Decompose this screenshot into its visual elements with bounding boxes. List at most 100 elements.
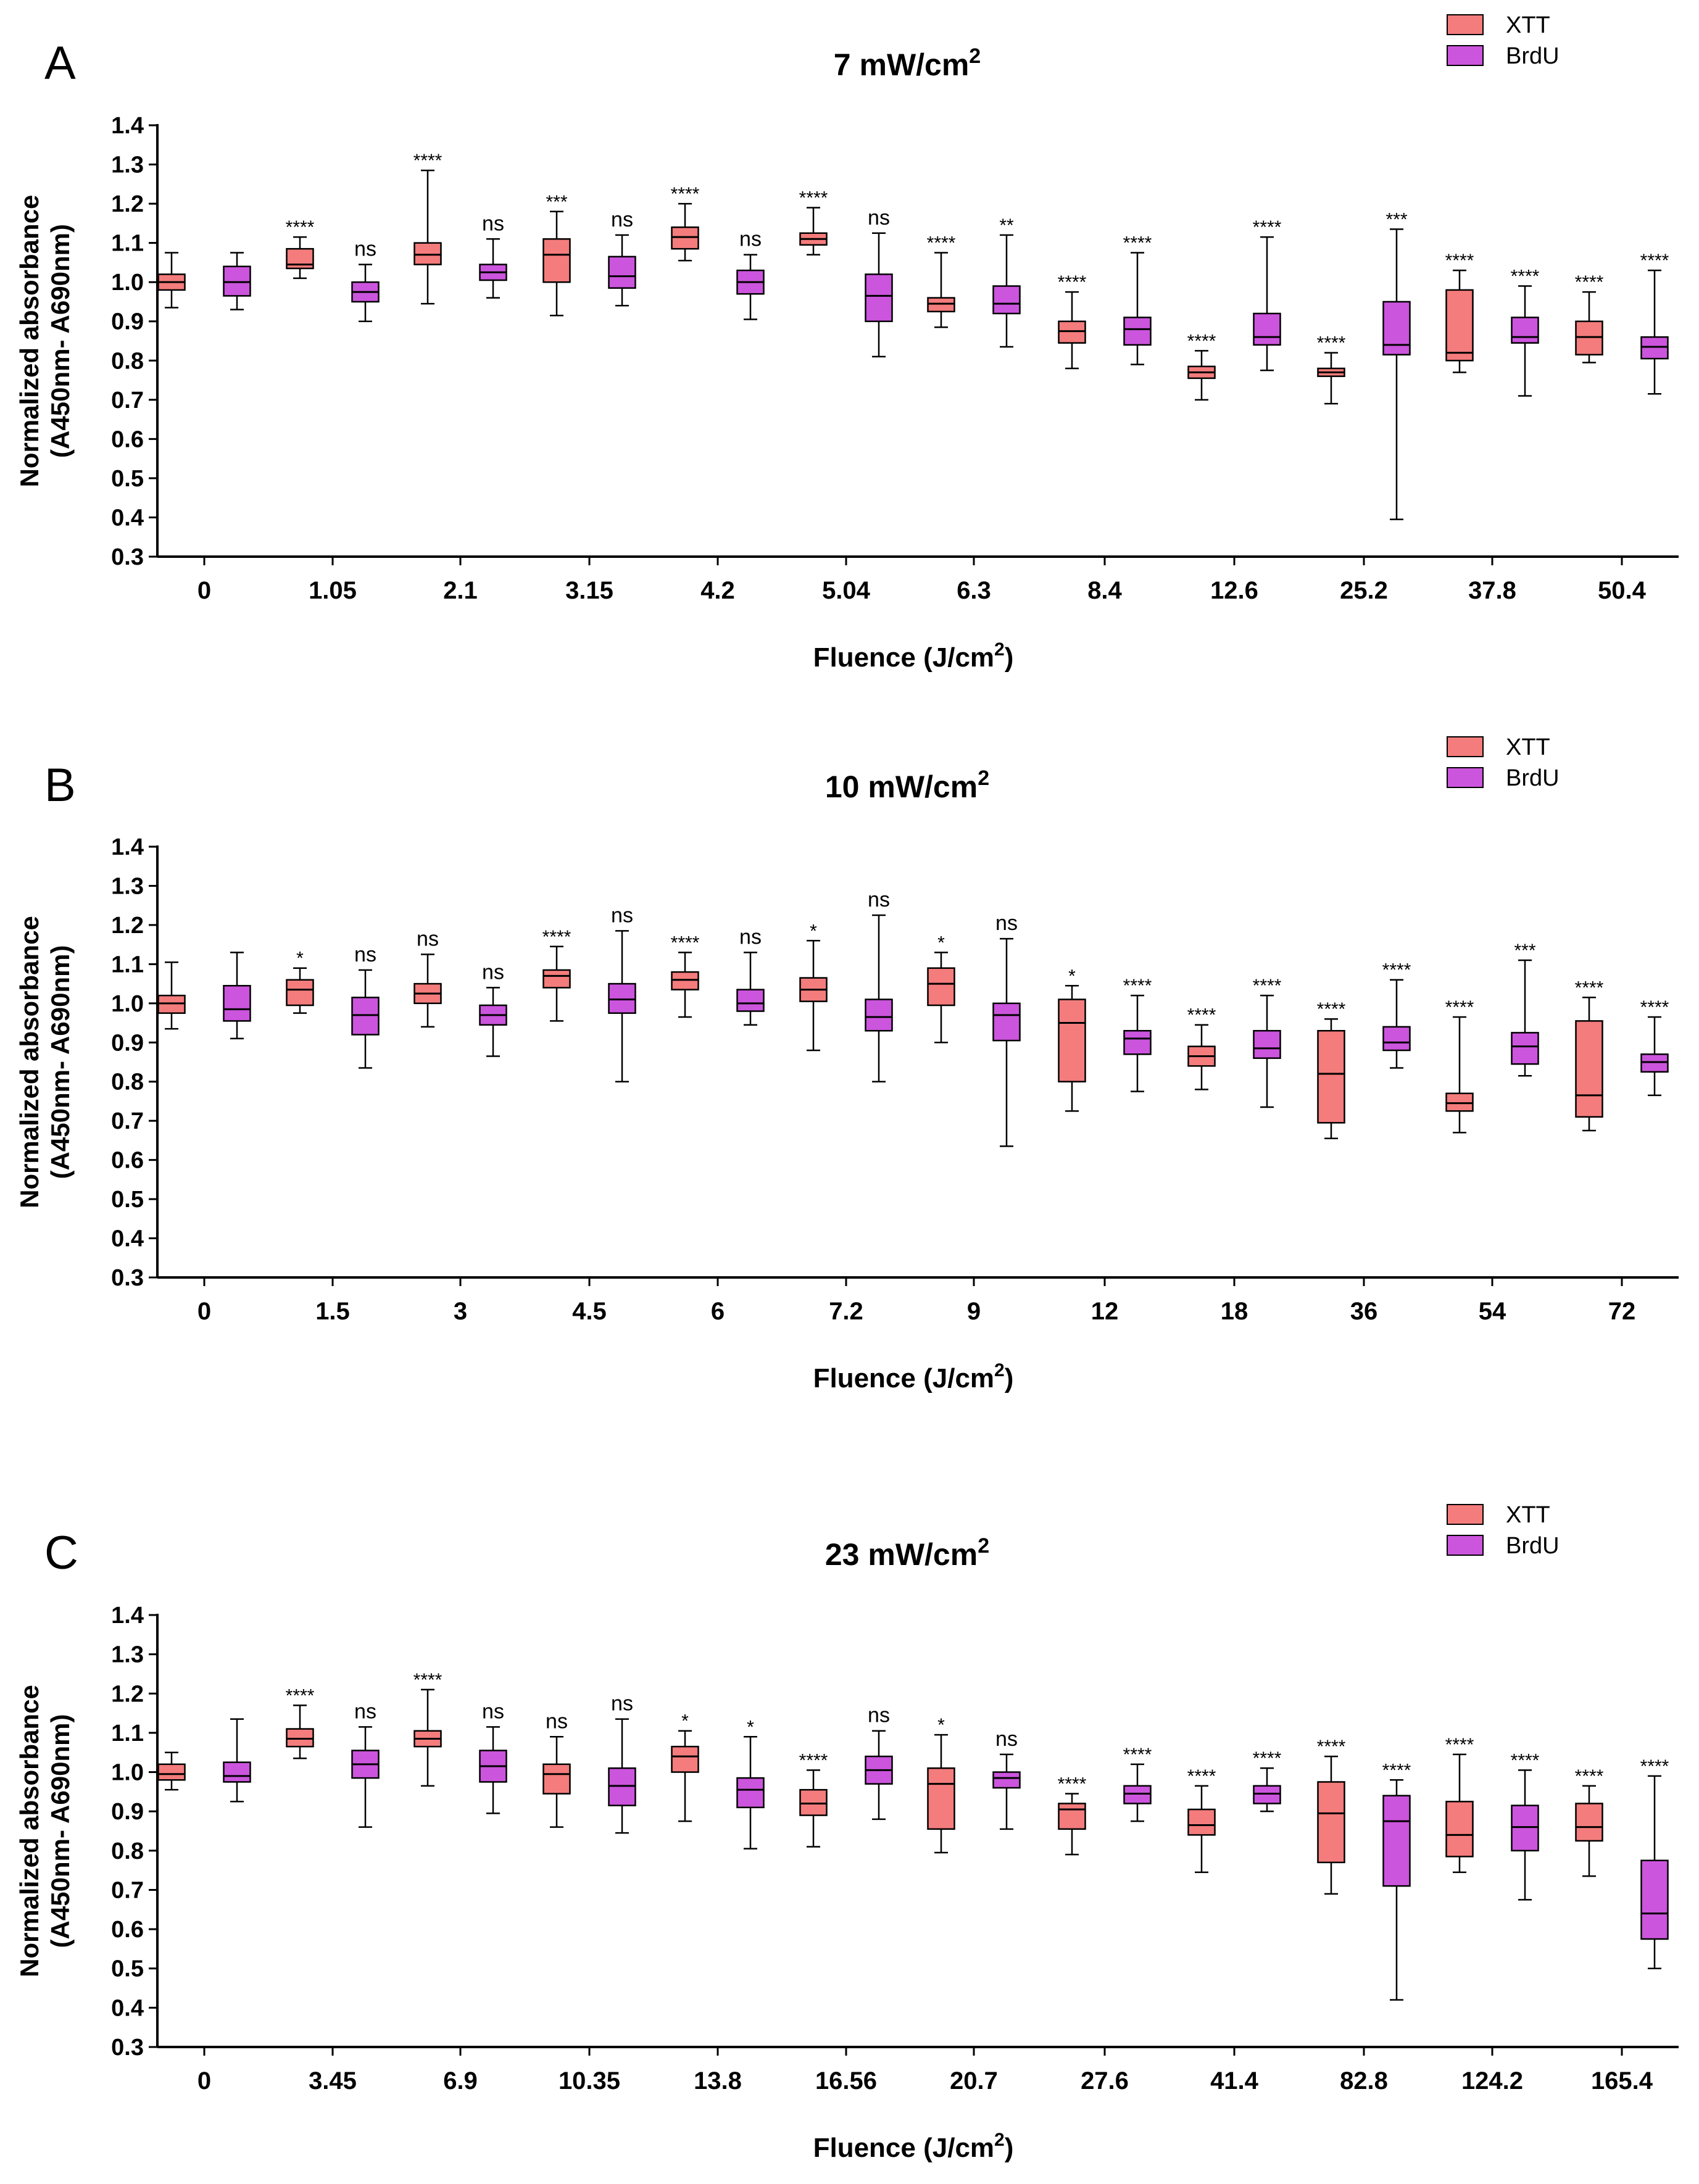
x-tick-label: 72 (1608, 1298, 1636, 1325)
box-brdu-0 (223, 252, 251, 310)
significance-label: **** (1187, 1766, 1216, 1787)
x-tick-label: 54 (1479, 1298, 1506, 1325)
x-axis-label: Fluence (J/cm2) (813, 1360, 1014, 1393)
box-iqr (992, 1002, 1021, 1042)
box-brdu-6: ** (992, 215, 1021, 348)
box-iqr (1253, 1785, 1281, 1804)
y-tick-label: 1.1 (111, 1721, 144, 1746)
significance-label: ns (546, 1709, 568, 1733)
panel-label: B (44, 759, 76, 812)
box-iqr (1640, 336, 1669, 360)
x-axis-label-end: ) (1005, 2133, 1014, 2163)
significance-label: * (681, 1711, 689, 1732)
x-tick-label: 3.15 (565, 577, 613, 604)
box-iqr (671, 226, 699, 250)
x-tick-label: 2.1 (443, 577, 478, 604)
box-brdu-2: ns (479, 212, 507, 299)
y-tick-label: 1.2 (111, 1681, 144, 1707)
y-tick-label: 1.3 (111, 1642, 144, 1668)
y-tick-label: 1.2 (111, 191, 144, 217)
x-tick-label: 20.7 (950, 2067, 998, 2095)
box-iqr (223, 985, 251, 1022)
box-iqr (542, 969, 571, 989)
x-tick-label: 12.6 (1210, 577, 1258, 604)
box-iqr (286, 979, 314, 1007)
y-tick-label: 0.9 (111, 309, 144, 335)
legend-label-brdu: BrdU (1506, 765, 1560, 791)
significance-label: **** (1317, 1737, 1346, 1757)
box-brdu-6: ns (992, 1727, 1021, 1830)
box-iqr (1317, 1029, 1345, 1124)
panel-label: A (44, 37, 76, 89)
box-brdu-5: ns (865, 1704, 893, 1821)
x-tick-label: 18 (1221, 1298, 1248, 1325)
significance-label: **** (286, 1685, 315, 1706)
box-brdu-6: ns (992, 911, 1021, 1147)
y-tick-label: 0.6 (111, 426, 144, 452)
box-brdu-3: ns (608, 903, 636, 1082)
significance-label: **** (1575, 272, 1604, 293)
box-brdu-7: **** (1123, 233, 1152, 365)
box-iqr (1123, 1785, 1152, 1804)
box-xtt-1: * (286, 949, 314, 1014)
x-tick-label: 4.2 (700, 577, 735, 604)
x-axis-label: Fluence (J/cm2) (813, 2130, 1014, 2163)
y-tick-label: 0.3 (111, 2035, 144, 2061)
significance-label: ns (482, 1700, 504, 1723)
significance-label: **** (1640, 251, 1669, 271)
x-tick-label: 37.8 (1468, 577, 1516, 604)
box-xtt-4: **** (671, 184, 700, 262)
box-iqr (157, 1763, 186, 1781)
significance-label: ns (354, 1700, 376, 1723)
x-tick-label: 0 (197, 1298, 211, 1325)
significance-label: **** (799, 188, 828, 208)
box-iqr (223, 265, 251, 297)
significance-label: **** (1123, 976, 1152, 996)
y-tick-label: 0.9 (111, 1799, 144, 1825)
x-tick-label: 4.5 (572, 1298, 607, 1325)
legend-label-xtt: XTT (1506, 734, 1550, 760)
box-xtt-10: **** (1445, 997, 1474, 1134)
box-xtt-0 (157, 1751, 186, 1791)
significance-label: * (1068, 966, 1076, 986)
significance-label: ns (611, 1692, 633, 1716)
box-xtt-3: **** (542, 927, 571, 1022)
y-tick-label: 0.8 (111, 348, 144, 374)
legend-swatch-xtt (1447, 1504, 1484, 1525)
y-axis-label: Normalized absorbance (15, 916, 44, 1208)
panel-b: B 10 mW/cm2XTTBrdU0.30.40.50.60.70.80.91.… (15, 734, 1679, 1393)
box-xtt-7: **** (1058, 1774, 1087, 1856)
x-axis-label-text: Fluence (J/cm (813, 2133, 994, 2163)
box-xtt-3: ns (542, 1709, 571, 1828)
x-tick-label: 36 (1350, 1298, 1378, 1325)
y-tick-label: 0.9 (111, 1030, 144, 1056)
x-tick-label: 6 (711, 1298, 725, 1325)
box-xtt-9: **** (1317, 1737, 1346, 1895)
x-tick-label: 124.2 (1461, 2067, 1523, 2095)
significance-label: **** (1058, 272, 1087, 293)
significance-label: ns (482, 960, 504, 984)
box-xtt-4: * (671, 1711, 699, 1822)
box-iqr (1511, 1032, 1539, 1065)
significance-label: ns (354, 943, 376, 966)
box-xtt-6: * (927, 932, 955, 1044)
x-tick-label: 7.2 (829, 1298, 863, 1325)
box-iqr (608, 982, 636, 1014)
chart-title-text: 10 mW/cm (825, 770, 978, 804)
chart-title-superscript: 2 (969, 44, 981, 68)
box-iqr (1511, 317, 1539, 344)
y-tick-label: 0.3 (111, 544, 144, 570)
box-iqr (157, 994, 186, 1014)
box-iqr (1253, 312, 1281, 346)
y-tick-label: 1.1 (111, 231, 144, 257)
x-tick-label: 165.4 (1591, 2067, 1653, 2095)
x-tick-label: 16.56 (815, 2067, 877, 2095)
significance-label: **** (1187, 331, 1216, 351)
legend-swatch-brdu (1447, 1535, 1484, 1556)
box-brdu-11: **** (1640, 997, 1669, 1097)
y-tick-label: 0.3 (111, 1265, 144, 1291)
significance-label: ns (482, 212, 504, 235)
box-brdu-8: **** (1253, 217, 1282, 372)
